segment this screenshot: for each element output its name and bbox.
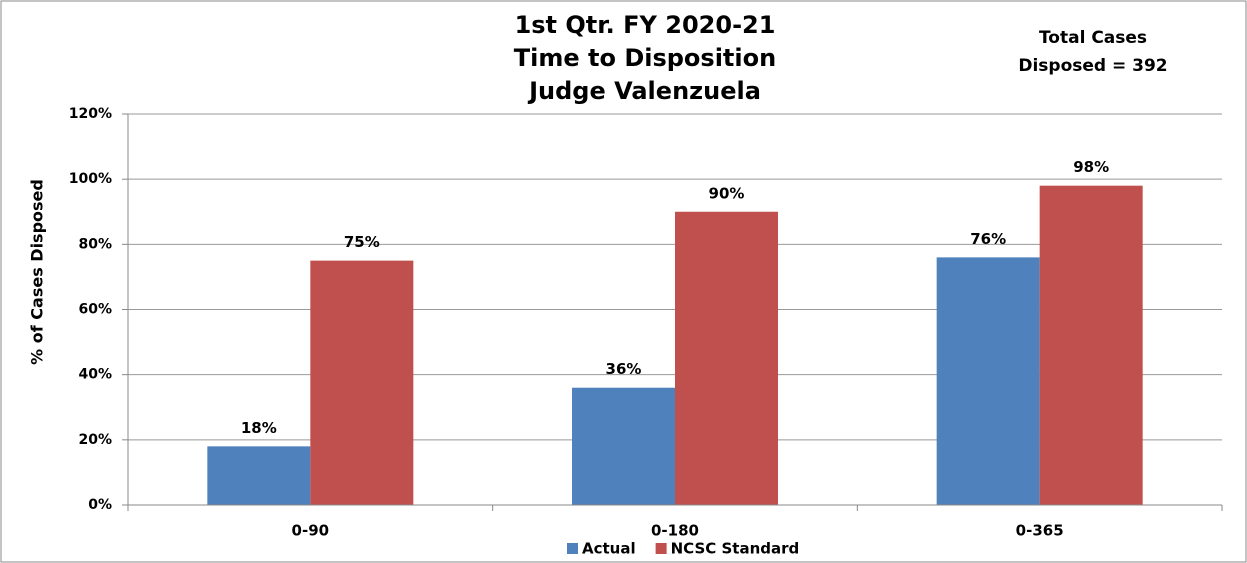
value-label: 36%: [606, 360, 642, 378]
value-label: 18%: [241, 419, 277, 437]
bar: [1039, 185, 1143, 505]
bar: [310, 260, 414, 505]
chart-title: 1st Qtr. FY 2020-21: [515, 11, 776, 39]
bar: [572, 387, 675, 505]
annotation: Disposed = 392: [1018, 56, 1167, 76]
legend-label: NCSC Standard: [671, 540, 800, 558]
chart-title: Judge Valenzuela: [527, 77, 761, 105]
bar: [675, 211, 778, 505]
y-tick-label: 60%: [78, 302, 112, 318]
x-tick-label: 0-90: [292, 522, 330, 540]
y-axis-label: % of Cases Disposed: [28, 179, 47, 365]
bar: [207, 446, 311, 505]
value-label: 75%: [344, 233, 380, 251]
legend-swatch: [655, 543, 667, 554]
annotation: Total Cases: [1039, 28, 1147, 48]
legend-swatch: [567, 543, 578, 554]
chart-title: Time to Disposition: [514, 44, 776, 72]
x-tick-label: 0-180: [651, 522, 699, 540]
y-tick-label: 40%: [78, 367, 112, 383]
value-label: 90%: [709, 184, 745, 202]
bar: [936, 257, 1040, 505]
legend-label: Actual: [582, 540, 636, 558]
x-tick-label: 0-365: [1016, 522, 1064, 540]
y-tick-label: 20%: [78, 432, 112, 448]
value-label: 76%: [970, 230, 1006, 248]
y-tick-label: 0%: [88, 497, 112, 513]
y-tick-label: 120%: [69, 106, 112, 122]
y-tick-label: 80%: [78, 236, 112, 252]
y-tick-label: 100%: [69, 171, 112, 187]
value-label: 98%: [1073, 158, 1109, 176]
